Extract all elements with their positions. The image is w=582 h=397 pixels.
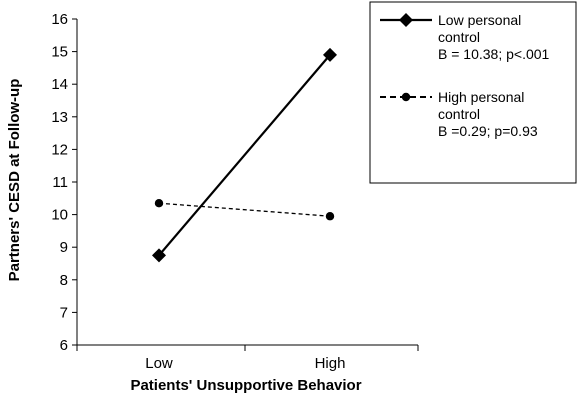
legend-text-line: control (438, 29, 480, 45)
series-1 (152, 47, 337, 263)
x-tick-label: Low (145, 355, 173, 372)
x-axis-ticks: Low High (76, 345, 419, 372)
y-tick-label: 14 (51, 76, 68, 93)
y-tick-label: 8 (60, 272, 68, 289)
legend-marker (399, 13, 413, 27)
y-tick-label: 10 (51, 207, 68, 224)
series-layer (152, 47, 337, 263)
y-tick-label: 6 (60, 337, 68, 354)
data-point (152, 248, 166, 263)
y-tick-label: 9 (60, 239, 68, 256)
legend-text-line: B =0.29; p=0.93 (438, 123, 538, 139)
y-tick-label: 11 (52, 174, 68, 191)
legend-text-line: High personal (438, 89, 524, 105)
legend-text-line: B = 10.38; p<.001 (438, 46, 550, 62)
data-point (323, 47, 337, 62)
series-line (158, 202, 331, 217)
series-line (158, 54, 331, 257)
y-tick-label: 12 (51, 141, 68, 158)
data-point (325, 212, 335, 221)
y-axis-ticks: 6 7 8 9 10 11 12 13 14 15 16 (51, 11, 77, 354)
y-axis-title: Partners' CESD at Follow-up (6, 79, 23, 282)
legend-box (369, 1, 577, 184)
y-tick-label: 16 (51, 11, 68, 28)
x-tick-label: High (315, 355, 346, 372)
y-tick-label: 7 (60, 304, 68, 321)
y-tick-label: 13 (51, 109, 68, 126)
legend-marker (401, 92, 411, 102)
y-tick-label: 15 (51, 44, 68, 61)
legend-text-line: Low personal (438, 12, 521, 28)
plot-axes (76, 19, 418, 346)
series-2 (154, 198, 335, 221)
legend-text-line: control (438, 106, 480, 122)
x-axis-title: Patients' Unsupportive Behavior (130, 377, 361, 394)
data-point (154, 198, 164, 208)
